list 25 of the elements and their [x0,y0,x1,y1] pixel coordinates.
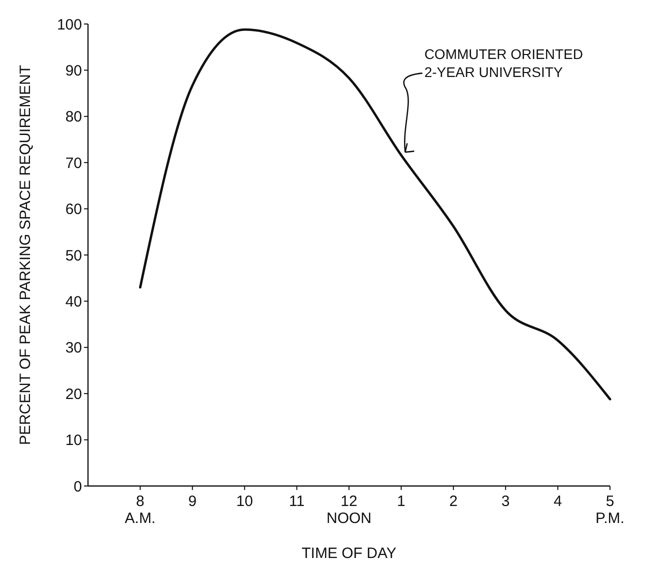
x-tick-label: 5 P.M. [596,493,624,527]
y-tick-label: 60 [65,201,82,218]
x-tick-label: 2 [449,493,458,510]
x-tick-label: 4 [554,493,562,510]
x-axis-title: TIME OF DAY [302,545,396,562]
line-series [139,28,612,400]
x-tick-label: 10 [236,493,253,510]
annotation: COMMUTER ORIENTED 2-YEAR UNIVERSITY [424,46,583,80]
y-tick-label: 70 [65,154,82,172]
y-tick-label: 0 [74,478,82,496]
x-tick-label: 3 [501,493,510,510]
x-tick-label: 11 [289,493,305,510]
y-tick-label: 90 [65,62,82,80]
y-tick-label: 20 [65,386,82,403]
y-tick-label: 40 [65,293,82,310]
y-axis-title: PERCENT OF PEAK PARKING SPACE REQUIREMENT [17,64,34,446]
y-tick-label: 80 [65,108,82,126]
x-tick-label: 8 A.M. [124,493,156,527]
y-tick-label: 100 [56,16,82,34]
y-tick-label: 30 [65,340,82,357]
x-tick-label: 9 [188,493,197,510]
x-tick-label: 1 [397,493,406,510]
x-tick-label: 12 NOON [326,493,372,527]
y-tick-label: 50 [65,247,82,264]
y-tick-label: 10 [65,432,82,450]
